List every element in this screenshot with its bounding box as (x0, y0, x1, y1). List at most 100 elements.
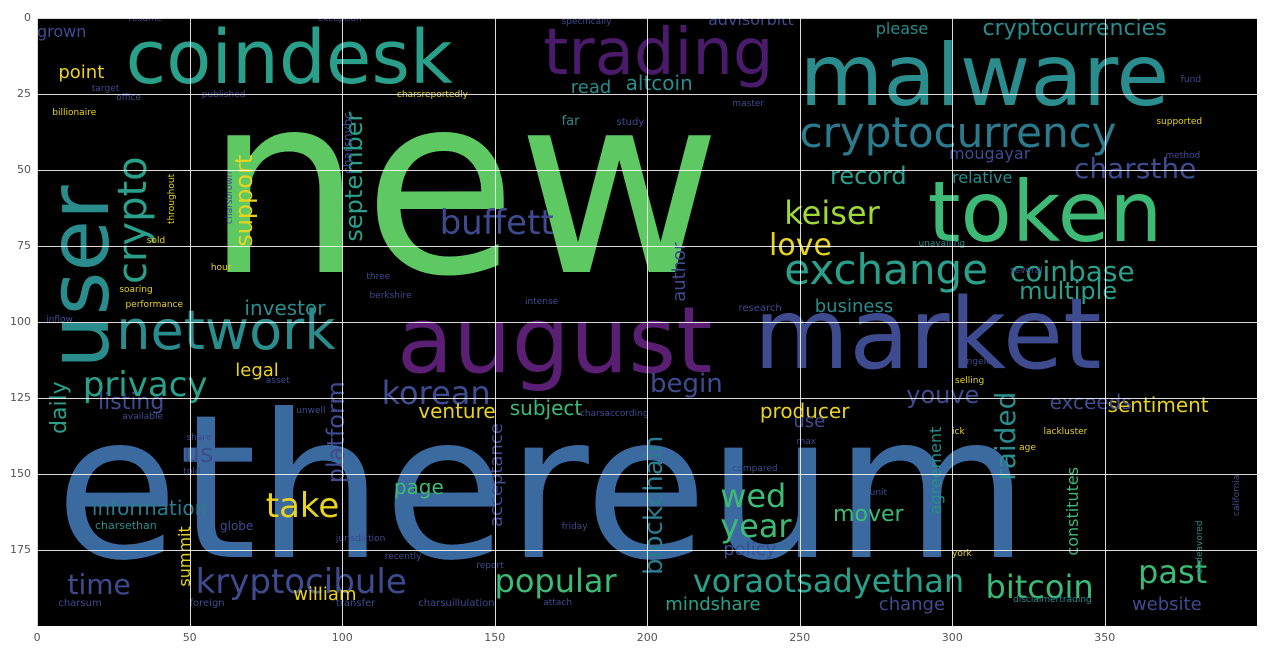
word-65: point (58, 61, 105, 83)
word-37: youve (906, 380, 980, 409)
y-gridline (37, 398, 1257, 399)
word-2: malware (799, 26, 1170, 127)
word-27: coinbase (1009, 255, 1135, 289)
y-tick-label: 25 (17, 87, 31, 100)
word-121: told (183, 466, 201, 477)
word-12: crypto (110, 155, 157, 284)
word-35: raided (988, 391, 1022, 481)
word-78: soaring (119, 284, 153, 295)
word-63: altcoin (625, 70, 693, 95)
word-67: author (669, 242, 691, 302)
word-82: globe (220, 518, 254, 533)
y-tick-label: 175 (10, 543, 31, 556)
word-105: fund (1180, 74, 1202, 85)
word-68: acceptance (486, 423, 508, 528)
word-52: change (878, 593, 946, 615)
word-106: master (732, 99, 765, 110)
word-3: market (753, 277, 1102, 392)
word-57: use (793, 411, 826, 433)
word-18: take (265, 486, 340, 527)
word-116: three (366, 272, 391, 283)
word-23: past (1138, 553, 1208, 592)
word-5: coindesk (125, 18, 453, 102)
x-tick-label: 150 (484, 631, 506, 644)
y-gridline (37, 322, 1257, 323)
word-30: record (830, 161, 907, 190)
word-118: intense (525, 296, 559, 307)
word-48: page (393, 475, 444, 500)
word-56: business (814, 295, 894, 317)
word-69: agreement (925, 427, 945, 515)
word-21: voraotsadyethan (692, 562, 965, 601)
word-125: endeavored (1195, 520, 1205, 574)
word-38: sentiment (1107, 392, 1209, 417)
word-107: resume (128, 18, 163, 24)
x-tick-label: 250 (789, 631, 811, 644)
word-9: network (116, 298, 336, 362)
word-109: specifically (561, 18, 612, 27)
y-tick-label: 125 (10, 391, 31, 404)
word-103: supported (1156, 117, 1203, 128)
word-111: charsreportedly (397, 90, 468, 100)
word-54: william (293, 584, 357, 606)
word-71: summit (175, 525, 195, 587)
word-128: unit (869, 488, 888, 499)
word-77: inflow (46, 314, 73, 325)
word-99: angeles (961, 357, 997, 368)
word-100: selling (955, 375, 985, 386)
word-7: token (927, 163, 1163, 261)
word-108: exception (317, 18, 362, 24)
word-94: compared (732, 463, 778, 474)
word-29: charsthe (1074, 151, 1197, 185)
word-73: far (561, 114, 580, 130)
word-88: attach (543, 597, 573, 608)
word-96: ick (952, 427, 965, 438)
word-47: investor (244, 295, 326, 320)
word-14: buffett (439, 203, 554, 244)
word-24: year (720, 507, 792, 546)
word-85: charsum (58, 597, 102, 609)
y-gridline (37, 170, 1257, 171)
word-79: performance (125, 299, 184, 310)
word-123: asset (265, 375, 290, 386)
word-55: us (183, 438, 214, 469)
word-95: max (796, 436, 817, 447)
word-25: wed (720, 477, 787, 516)
y-tick-label: 75 (17, 239, 31, 252)
word-122: unwell (296, 406, 326, 417)
word-31: support (230, 154, 259, 247)
word-43: listing (98, 389, 165, 415)
word-33: blockchain (638, 435, 669, 576)
word-8: user (37, 185, 128, 369)
word-83: charsethan (94, 518, 157, 532)
word-87: charsuillulation (418, 597, 495, 609)
y-gridline (37, 94, 1257, 95)
word-6: trading (543, 18, 774, 91)
word-26: time (67, 568, 131, 602)
word-41: venture (418, 399, 496, 424)
word-98: age (1019, 442, 1036, 453)
y-tick-label: 0 (24, 11, 31, 24)
word-90: friday (561, 521, 588, 532)
word-115: charsbrown (225, 171, 236, 224)
y-gridline (37, 246, 1257, 247)
word-66: grown (37, 22, 87, 42)
x-tick-label: 300 (941, 631, 963, 644)
word-104: method (1165, 150, 1201, 161)
word-45: legal (235, 359, 279, 381)
word-64: read (570, 76, 612, 98)
word-120: sold (146, 235, 166, 246)
word-127: york (952, 549, 972, 559)
word-124: california (1231, 474, 1242, 516)
word-10: cryptocurrency (799, 108, 1117, 158)
x-tick-label: 0 (33, 631, 41, 644)
word-22: bitcoin (985, 568, 1094, 607)
y-tick-label: 50 (17, 163, 31, 176)
y-gridline (37, 550, 1257, 551)
y-tick-label: 100 (10, 315, 31, 328)
word-91: jurisdiction (335, 533, 386, 544)
word-102: several (1009, 266, 1043, 277)
word-84: foreign (189, 597, 225, 609)
word-89: report (476, 561, 504, 572)
